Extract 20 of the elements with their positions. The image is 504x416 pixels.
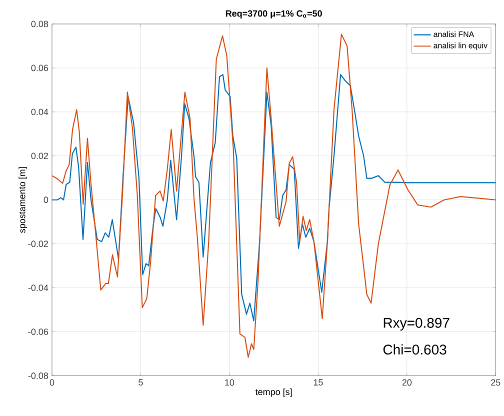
chart-title: Req=3700 μ=1% C$_{α}$=50 xyxy=(226,10,322,19)
y-tick-label: 0.06 xyxy=(31,64,48,72)
y-tick-label: 0.04 xyxy=(31,108,48,116)
x-tick-label: 5 xyxy=(138,379,143,386)
x-tick-label: 20 xyxy=(402,379,412,386)
annotation: Rxy=0.897 xyxy=(384,318,450,331)
annotation: Chi=0.603 xyxy=(383,344,446,355)
y-tick-label: 0.08 xyxy=(31,20,48,28)
x-axis-title: tempo [s] xyxy=(255,388,292,398)
y-tick-label: -0.04 xyxy=(28,284,48,292)
y-tick-label: 0.02 xyxy=(31,152,48,160)
x-tick-label: 10 xyxy=(225,379,234,386)
x-tick-label: 25 xyxy=(491,379,500,386)
x-tick-label: 0 xyxy=(50,379,54,386)
y-tick-label: -0.02 xyxy=(28,240,48,248)
y-tick-label: -0.06 xyxy=(28,328,48,336)
y-axis-title: spostamento [m] xyxy=(18,167,28,233)
y-tick-label: -0.08 xyxy=(28,372,48,380)
x-tick-label: 15 xyxy=(314,379,323,386)
y-tick-label: 0 xyxy=(44,196,48,204)
